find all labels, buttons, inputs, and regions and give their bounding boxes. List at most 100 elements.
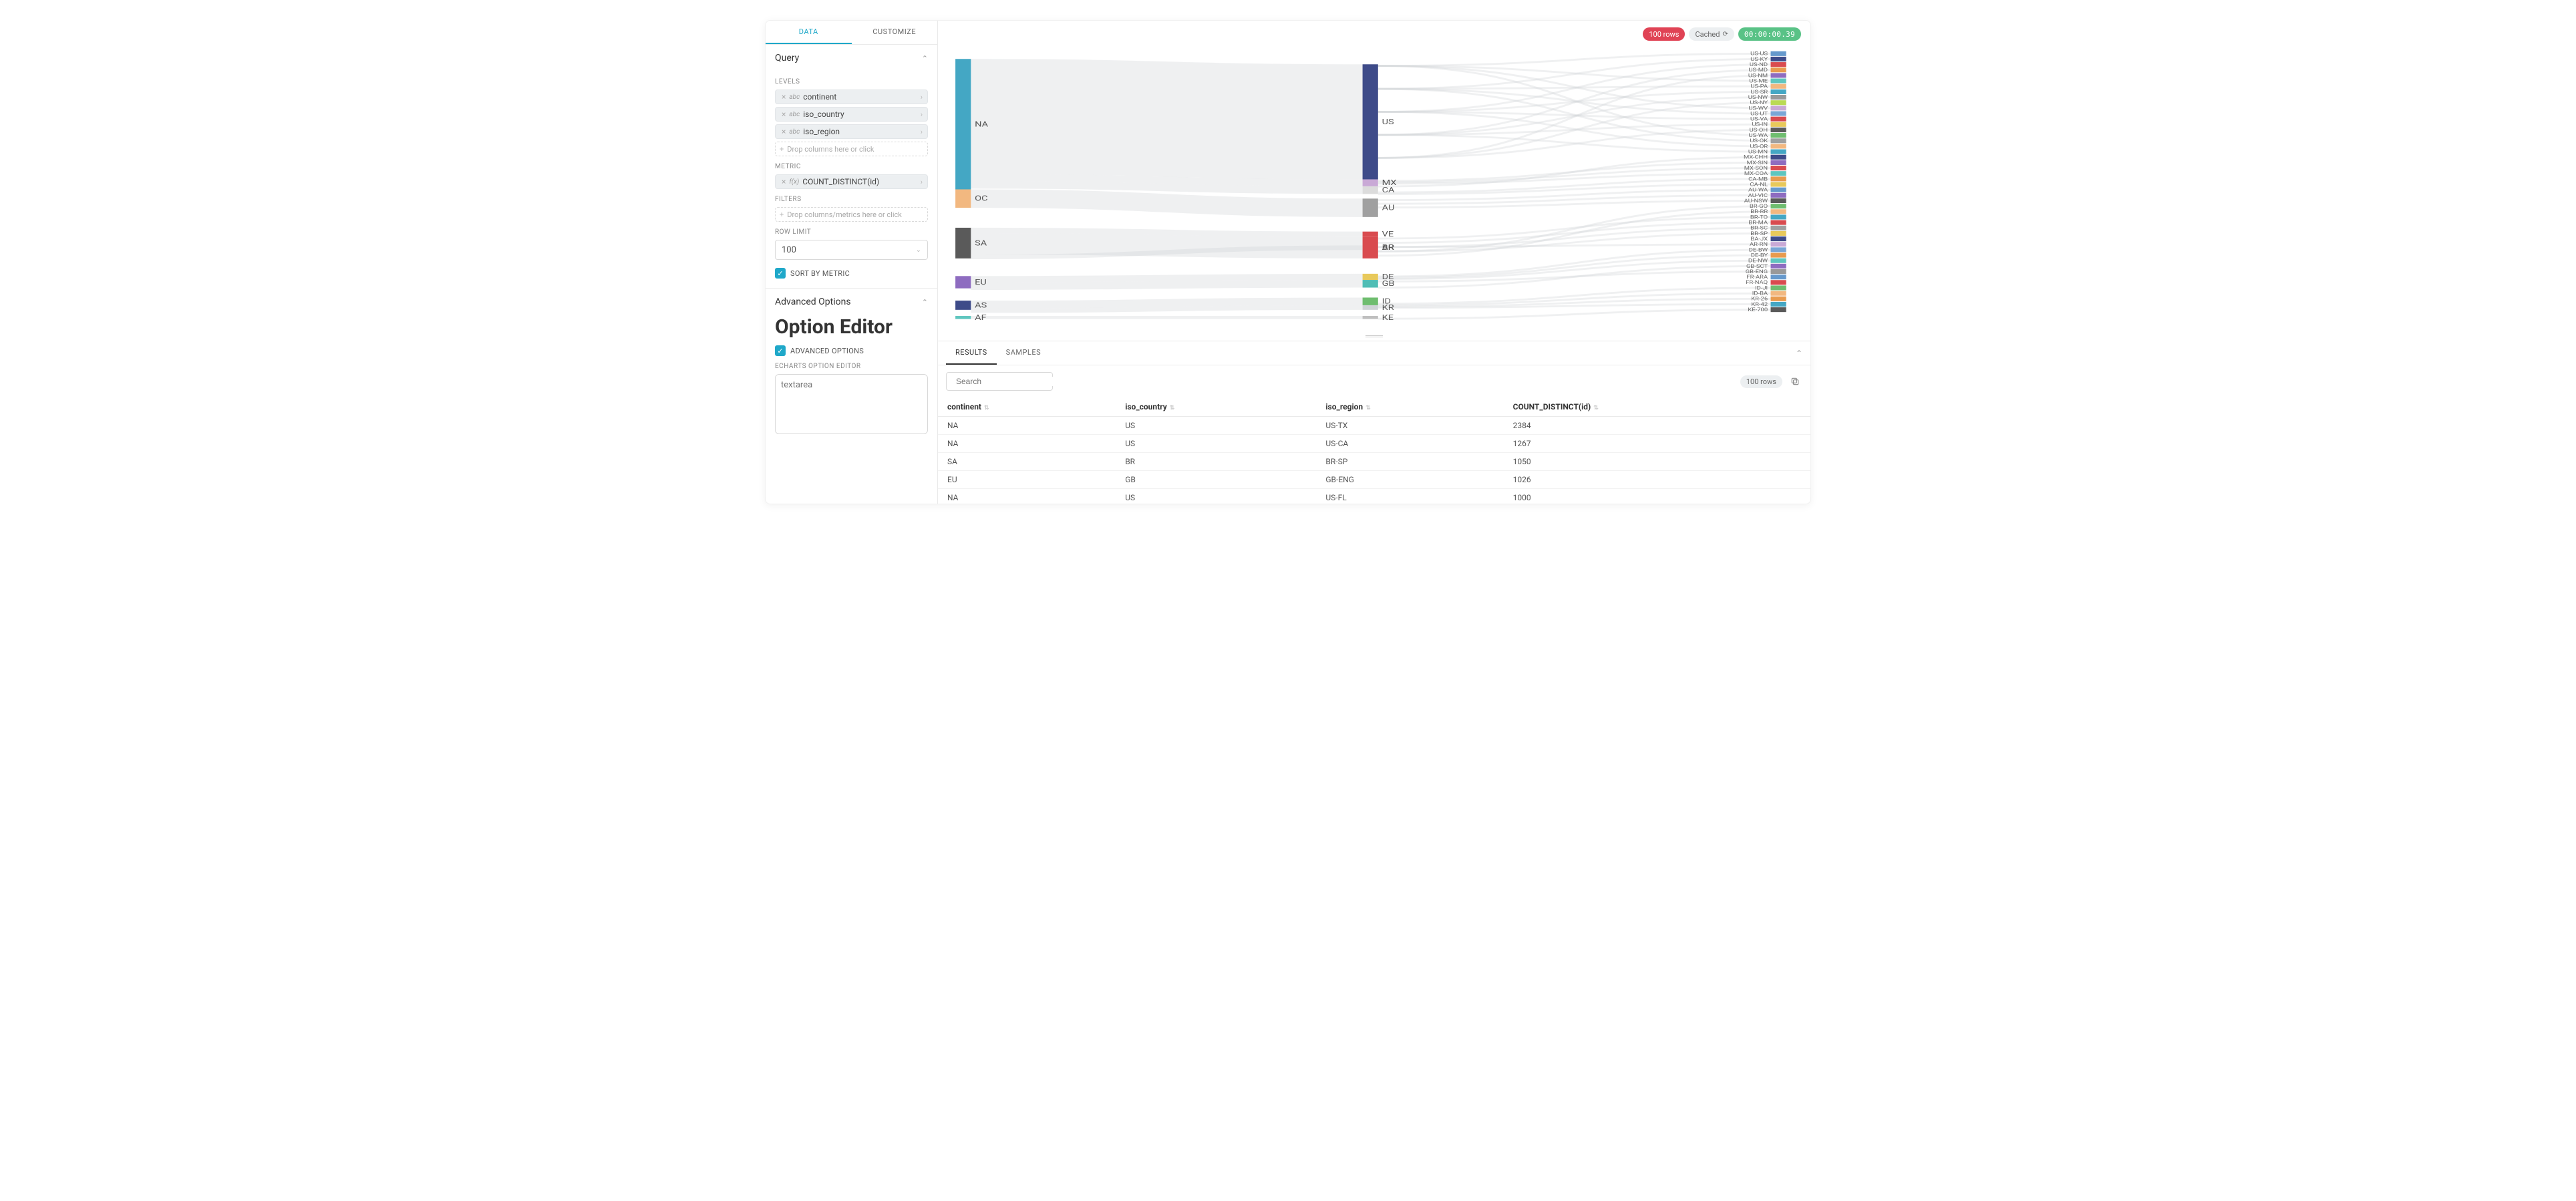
- table-row[interactable]: EUGBGB-ENG1026: [938, 471, 1810, 489]
- chevron-up-icon: ⌃: [922, 54, 928, 63]
- results-search-input[interactable]: [956, 377, 1060, 386]
- results-tabs: RESULTS SAMPLES ⌃: [938, 341, 1810, 365]
- tab-samples[interactable]: SAMPLES: [997, 341, 1050, 365]
- sankey-chart: NAOCSAEUASAFUSMXCAAUVEBRARDEGBIDKRKEUS-U…: [938, 47, 1810, 331]
- table-header-cell[interactable]: iso_region⇅: [1316, 397, 1503, 417]
- cached-label: Cached: [1695, 30, 1720, 39]
- sort-by-metric-row[interactable]: ✓ SORT BY METRIC: [775, 268, 928, 279]
- filters-label: FILTERS: [775, 196, 928, 203]
- copy-icon[interactable]: [1788, 374, 1802, 389]
- table-body: NAUSUS-TX2384NAUSUS-CA1267SABRBR-SP1050E…: [938, 417, 1810, 504]
- sort-by-metric-label: SORT BY METRIC: [790, 269, 850, 278]
- chevron-right-icon: ›: [919, 110, 925, 119]
- results-rowcount-badge: 100 rows: [1740, 375, 1782, 388]
- refresh-icon: ⟳: [1722, 31, 1728, 38]
- resize-handle[interactable]: [938, 331, 1810, 341]
- table-cell: BR: [1116, 453, 1316, 471]
- level-name: continent: [803, 92, 918, 102]
- level-pill[interactable]: ×abciso_country›: [775, 107, 928, 122]
- level-type: abc: [789, 111, 803, 118]
- metric-name: COUNT_DISTINCT(id): [802, 177, 918, 186]
- cached-badge[interactable]: Cached ⟳: [1689, 27, 1734, 41]
- table-cell: SA: [938, 453, 1116, 471]
- table-cell: 1267: [1504, 435, 1810, 453]
- table-row[interactable]: NAUSUS-CA1267: [938, 435, 1810, 453]
- section-query: Query ⌃ LEVELS ×abccontinent›×abciso_cou…: [766, 45, 937, 289]
- levels-list: ×abccontinent›×abciso_country›×abciso_re…: [775, 90, 928, 156]
- row-limit-label: ROW LIMIT: [775, 228, 928, 236]
- levels-dropzone[interactable]: +Drop columns here or click: [775, 142, 928, 156]
- option-editor-title: Option Editor: [775, 315, 928, 345]
- table-row[interactable]: NAUSUS-TX2384: [938, 417, 1810, 435]
- results-search[interactable]: [946, 372, 1053, 391]
- results-table: continent⇅iso_country⇅iso_region⇅COUNT_D…: [938, 397, 1810, 504]
- table-cell: BR-SP: [1316, 453, 1503, 471]
- close-icon[interactable]: ×: [778, 110, 789, 119]
- table-header-cell[interactable]: continent⇅: [938, 397, 1116, 417]
- table-row[interactable]: SABRBR-SP1050: [938, 453, 1810, 471]
- filters-list: + Drop columns/metrics here or click: [775, 207, 928, 222]
- echarts-option-textarea[interactable]: [775, 374, 928, 434]
- levels-drop-text: Drop columns here or click: [787, 145, 874, 154]
- svg-text:AS: AS: [975, 301, 987, 310]
- table-cell: US-FL: [1316, 489, 1503, 504]
- filters-dropzone[interactable]: + Drop columns/metrics here or click: [775, 207, 928, 222]
- results-table-wrap: continent⇅iso_country⇅iso_region⇅COUNT_D…: [938, 397, 1810, 504]
- grip-icon: [1365, 335, 1383, 337]
- svg-text:OC: OC: [975, 194, 987, 203]
- close-icon[interactable]: ×: [778, 177, 789, 186]
- level-name: iso_region: [803, 127, 918, 136]
- rowcount-badge: 100 rows: [1643, 27, 1685, 41]
- checkbox-checked-icon[interactable]: ✓: [775, 345, 786, 356]
- table-header-cell[interactable]: COUNT_DISTINCT(id)⇅: [1504, 397, 1810, 417]
- table-row[interactable]: NAUSUS-FL1000: [938, 489, 1810, 504]
- svg-text:KR: KR: [1382, 303, 1394, 312]
- svg-text:NA: NA: [975, 120, 988, 129]
- table-cell: US: [1116, 435, 1316, 453]
- metric-pill[interactable]: × f(x) COUNT_DISTINCT(id) ›: [775, 174, 928, 189]
- svg-text:KE-700: KE-700: [1748, 307, 1768, 313]
- checkbox-checked-icon[interactable]: ✓: [775, 268, 786, 279]
- level-pill[interactable]: ×abciso_region›: [775, 124, 928, 139]
- sankey-svg: NAOCSAEUASAFUSMXCAAUVEBRARDEGBIDKRKEUS-U…: [938, 47, 1810, 331]
- sidebar-tabs: DATA CUSTOMIZE: [766, 21, 937, 45]
- table-cell: US-CA: [1316, 435, 1503, 453]
- echarts-editor-label: ECHARTS OPTION EDITOR: [775, 363, 928, 370]
- close-icon[interactable]: ×: [778, 127, 789, 136]
- chevron-up-icon: ⌃: [922, 298, 928, 307]
- table-header-cell[interactable]: iso_country⇅: [1116, 397, 1316, 417]
- section-query-header[interactable]: Query ⌃: [766, 45, 937, 71]
- levels-label: LEVELS: [775, 78, 928, 85]
- info-bar: 100 rows Cached ⟳ 00:00:00.39: [938, 21, 1810, 47]
- level-pill[interactable]: ×abccontinent›: [775, 90, 928, 104]
- metric-list: × f(x) COUNT_DISTINCT(id) ›: [775, 174, 928, 189]
- svg-text:KE: KE: [1382, 313, 1394, 322]
- table-cell: 1000: [1504, 489, 1810, 504]
- row-limit-select[interactable]: 100 ⌄: [775, 240, 928, 260]
- close-icon[interactable]: ×: [778, 92, 789, 102]
- section-advanced-header[interactable]: Advanced Options ⌃: [766, 289, 937, 315]
- chevron-up-icon[interactable]: ⌃: [1796, 349, 1802, 358]
- tab-customize[interactable]: CUSTOMIZE: [852, 21, 938, 44]
- tab-data[interactable]: DATA: [766, 21, 852, 44]
- metric-label: METRIC: [775, 163, 928, 170]
- svg-text:CA: CA: [1382, 186, 1395, 194]
- sort-icon: ⇅: [984, 405, 989, 411]
- metric-type: f(x): [789, 178, 802, 186]
- sort-icon: ⇅: [1365, 405, 1371, 411]
- table-cell: GB-ENG: [1316, 471, 1503, 489]
- chevron-right-icon: ›: [919, 178, 925, 186]
- section-query-title: Query: [775, 53, 799, 63]
- section-advanced: Advanced Options ⌃ Option Editor ✓ ADVAN…: [766, 289, 937, 446]
- section-advanced-title: Advanced Options: [775, 297, 851, 307]
- advanced-options-row[interactable]: ✓ ADVANCED OPTIONS: [775, 345, 928, 356]
- table-header-row: continent⇅iso_country⇅iso_region⇅COUNT_D…: [938, 397, 1810, 417]
- table-cell: NA: [938, 489, 1116, 504]
- table-cell: EU: [938, 471, 1116, 489]
- svg-text:US: US: [1382, 118, 1394, 126]
- level-name: iso_country: [803, 110, 918, 119]
- tab-results[interactable]: RESULTS: [946, 341, 997, 365]
- advanced-options-label: ADVANCED OPTIONS: [790, 347, 864, 355]
- table-cell: NA: [938, 435, 1116, 453]
- svg-text:AR: AR: [1382, 244, 1394, 252]
